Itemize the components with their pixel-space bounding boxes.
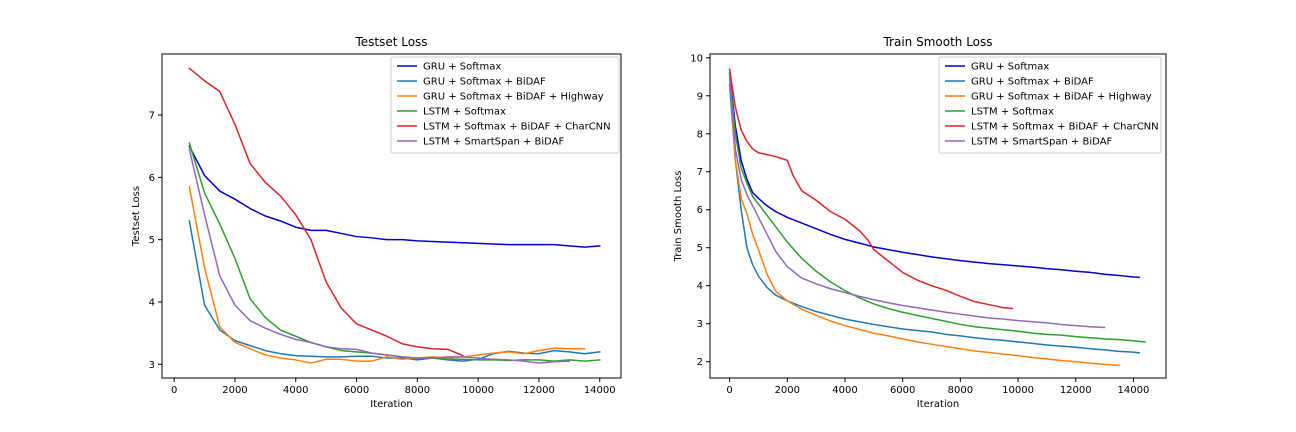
series-line-gru-softmax-bidaf-highway: [188, 185, 586, 364]
x-axis-label: Iteration: [917, 399, 959, 410]
series-line-lstm-smartspan-bidaf: [188, 148, 571, 364]
legend-entry: GRU + Softmax + BiDAF + Highway: [971, 92, 1152, 103]
legend-entry: GRU + Softmax: [423, 62, 501, 73]
legend-entry: LSTM + Softmax: [971, 107, 1054, 118]
y-tick-label: 6: [697, 205, 703, 216]
x-tick-label: 0: [171, 385, 177, 396]
x-tick-label: 14000: [1118, 385, 1150, 396]
x-tick-label: 12000: [523, 385, 555, 396]
x-tick-label: 8000: [948, 385, 973, 396]
y-tick-label: 3: [149, 360, 155, 371]
plot-area-frame: [709, 53, 1167, 379]
series-lines: [188, 67, 601, 364]
x-tick-label: 10000: [1002, 385, 1034, 396]
x-tick-label: 10000: [462, 385, 494, 396]
series-line-gru-softmax-bidaf-highway: [728, 72, 1120, 367]
x-tick-label: 8000: [405, 385, 430, 396]
legend-box: [390, 56, 620, 154]
x-tick-label: 6000: [890, 385, 915, 396]
series-line-lstm-softmax: [728, 74, 1146, 343]
chart-title: Testset Loss: [354, 35, 427, 49]
series-line-lstm-softmax-bidaf-charcnn: [188, 67, 464, 357]
y-tick-label: 3: [697, 319, 703, 330]
y-tick-label: 5: [149, 235, 155, 246]
legend-entry: LSTM + SmartSpan + BiDAF: [971, 137, 1113, 148]
legend-entry: GRU + Softmax + BiDAF: [423, 77, 546, 88]
y-tick-label: 9: [697, 91, 703, 102]
y-tick-label: 4: [149, 297, 155, 308]
legend-entry: GRU + Softmax: [971, 62, 1049, 73]
x-axis-label: Iteration: [370, 399, 412, 410]
y-tick-label: 7: [697, 167, 703, 178]
series-line-gru-softmax: [188, 145, 601, 248]
x-tick-label: 2000: [775, 385, 800, 396]
legend-entry: GRU + Softmax + BiDAF: [971, 77, 1094, 88]
y-tick-label: 6: [149, 173, 155, 184]
series-line-lstm-softmax-bidaf-charcnn: [728, 68, 1014, 310]
y-tick-label: 2: [697, 357, 703, 368]
y-tick-label: 8: [697, 129, 703, 140]
legend-entry: GRU + Softmax + BiDAF + Highway: [423, 92, 604, 103]
series-line-lstm-softmax: [188, 142, 601, 362]
chart-title: Train Smooth Loss: [882, 35, 992, 49]
x-tick-label: 2000: [222, 385, 247, 396]
x-tick-label: 4000: [283, 385, 308, 396]
x-tick-label: 0: [726, 385, 732, 396]
legend-box: [938, 56, 1162, 154]
series-line-gru-softmax: [728, 72, 1140, 279]
x-tick-label: 12000: [1060, 385, 1092, 396]
legend-entry: LSTM + SmartSpan + BiDAF: [423, 137, 565, 148]
y-tick-label: 5: [697, 243, 703, 254]
legend-entry: LSTM + Softmax: [423, 107, 506, 118]
legend: GRU + Softmax GRU + Softmax + BiDAF GRU + …: [390, 56, 620, 154]
y-tick-label: 7: [149, 111, 155, 122]
y-axis-label: Testset Loss: [131, 186, 142, 247]
y-tick-label: 10: [690, 53, 703, 64]
series-line-gru-softmax-bidaf: [728, 83, 1141, 354]
train-smooth-loss-panel: Train Smooth Loss 0 2000 4000 6000 8000 10000 1…: [673, 35, 1167, 410]
x-tick-label: 14000: [584, 385, 616, 396]
y-axis-label: Train Smooth Loss: [673, 171, 684, 263]
legend: GRU + Softmax GRU + Softmax + BiDAF GRU + …: [938, 56, 1162, 154]
x-tick-label: 6000: [344, 385, 369, 396]
series-line-lstm-smartspan-bidaf: [728, 75, 1106, 329]
legend-entry: LSTM + Softmax + BiDAF + CharCNN: [423, 122, 611, 133]
testset-loss-panel: Testset Loss 0 2000 4000 6000 8000 10000 12000 1…: [131, 35, 622, 410]
series-lines: [728, 68, 1146, 367]
y-tick-label: 4: [697, 281, 703, 292]
plot-area-frame: [161, 53, 622, 379]
legend-entry: LSTM + Softmax + BiDAF + CharCNN: [971, 122, 1159, 133]
x-tick-label: 4000: [832, 385, 857, 396]
